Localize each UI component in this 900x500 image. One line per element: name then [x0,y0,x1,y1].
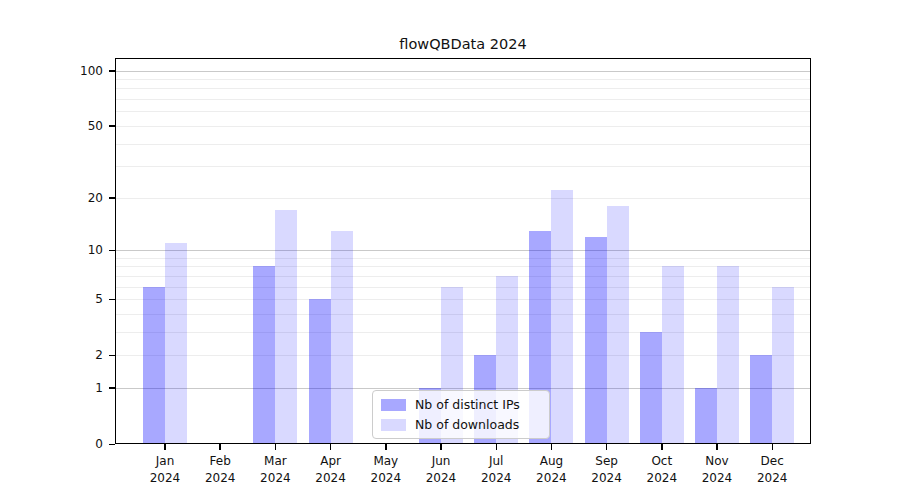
x-tick-label: Apr 2024 [303,453,359,487]
minor-gridline [115,276,811,277]
chart-figure: flowQBData 2024 0 1 2 5 10 20 50 100 Jan 2024Feb… [0,0,900,500]
x-tick-mark [219,444,221,450]
y-tick-mark [109,387,115,389]
x-tick-label: May 2024 [358,453,414,487]
y-tick-mark [109,70,115,72]
y-tick-label: 10 [59,243,103,257]
legend-swatch-distinct-ips [381,399,406,411]
y-tick-label: 2 [59,348,103,362]
minor-gridline [115,111,811,112]
y-tick-label: 20 [59,191,103,205]
bar-distinct-ips [253,266,275,444]
legend-row-downloads: Nb of downloads [381,417,539,432]
x-tick-label: Aug 2024 [523,453,579,487]
x-tick-mark [440,444,442,450]
bar-downloads [717,266,739,444]
plot-frame [115,58,811,444]
x-tick-label: Sep 2024 [579,453,635,487]
y-tick-mark [109,355,115,357]
minor-gridline [115,88,811,89]
y-tick-label: 50 [59,119,103,133]
bar-distinct-ips [640,332,662,444]
minor-gridline [115,99,811,100]
x-tick-mark [275,444,277,450]
bar-distinct-ips [585,237,607,445]
minor-gridline [115,126,811,127]
minor-gridline [115,258,811,259]
x-tick-label: Dec 2024 [744,453,800,487]
bar-distinct-ips [143,287,165,444]
x-tick-mark [551,444,553,450]
major-gridline [115,250,811,251]
minor-gridline [115,299,811,300]
x-tick-label: Oct 2024 [634,453,690,487]
minor-gridline [115,287,811,288]
x-tick-mark [330,444,332,450]
bar-distinct-ips [309,299,331,444]
minor-gridline [115,166,811,167]
x-tick-mark [606,444,608,450]
x-tick-label: Jul 2024 [468,453,524,487]
legend-row-distinct-ips: Nb of distinct IPs [381,397,539,412]
x-tick-mark [772,444,774,450]
minor-gridline [115,198,811,199]
y-tick-label: 5 [59,292,103,306]
minor-gridline [115,266,811,267]
bar-distinct-ips [695,388,717,444]
bar-downloads [772,287,794,444]
y-tick-label: 1 [59,381,103,395]
major-gridline [115,71,811,72]
x-tick-mark [716,444,718,450]
x-tick-mark [385,444,387,450]
x-tick-label: Jan 2024 [137,453,193,487]
minor-gridline [115,144,811,145]
minor-gridline [115,314,811,315]
minor-gridline [115,355,811,356]
x-tick-mark [164,444,166,450]
y-tick-label: 100 [59,64,103,78]
bar-downloads [275,210,297,444]
x-tick-label: Jun 2024 [413,453,469,487]
bar-downloads [551,190,573,444]
bar-downloads [607,206,629,444]
y-tick-mark [109,299,115,301]
y-tick-mark [109,197,115,199]
bar-downloads [662,266,684,444]
bar-downloads [165,243,187,444]
x-tick-label: Mar 2024 [247,453,303,487]
chart-title: flowQBData 2024 [115,36,811,52]
x-tick-mark [496,444,498,450]
y-tick-label: 0 [59,437,103,451]
bar-downloads [331,231,353,445]
x-tick-mark [661,444,663,450]
y-tick-mark [109,250,115,252]
y-tick-mark [109,125,115,127]
legend-label-downloads: Nb of downloads [415,417,519,432]
x-tick-label: Nov 2024 [689,453,745,487]
legend: Nb of distinct IPs Nb of downloads [372,390,550,439]
minor-gridline [115,79,811,80]
y-tick-mark [109,444,115,446]
x-tick-label: Feb 2024 [192,453,248,487]
bar-distinct-ips [750,355,772,444]
legend-label-distinct-ips: Nb of distinct IPs [415,397,520,412]
minor-gridline [115,332,811,333]
legend-swatch-downloads [381,419,406,431]
